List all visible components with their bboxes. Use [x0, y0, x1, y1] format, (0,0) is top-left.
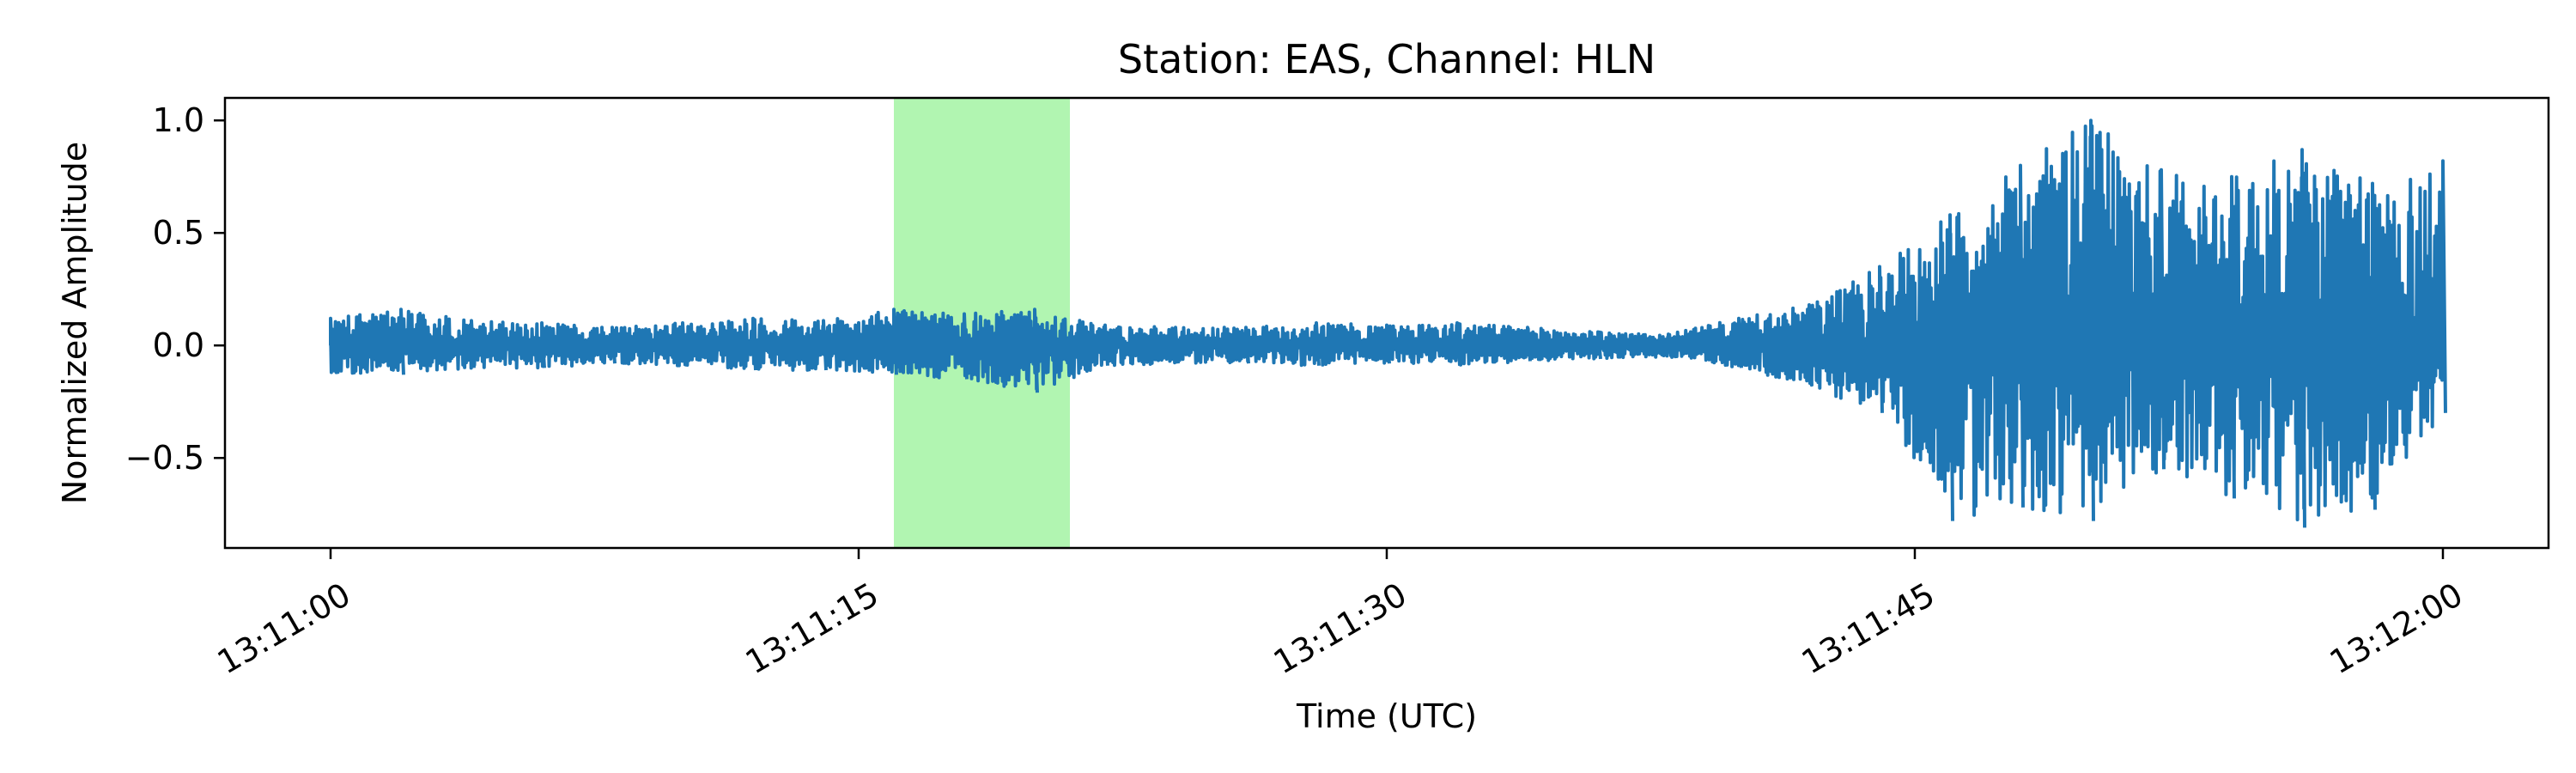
y-axis-title: Normalized Amplitude: [56, 142, 94, 504]
y-tick-label: −0.5: [125, 439, 204, 477]
y-tick-label: 0.5: [153, 214, 204, 252]
x-axis-title: Time (UTC): [1296, 697, 1477, 735]
y-tick-label: 0.0: [153, 326, 204, 364]
seismic-trace: [329, 119, 2447, 528]
y-tick-label: 1.0: [153, 101, 204, 139]
trace-layer: [329, 119, 2447, 528]
chart-title: Station: EAS, Channel: HLN: [1118, 36, 1656, 82]
y-axis: 1.0 0.5 0.0 −0.5: [125, 101, 225, 477]
